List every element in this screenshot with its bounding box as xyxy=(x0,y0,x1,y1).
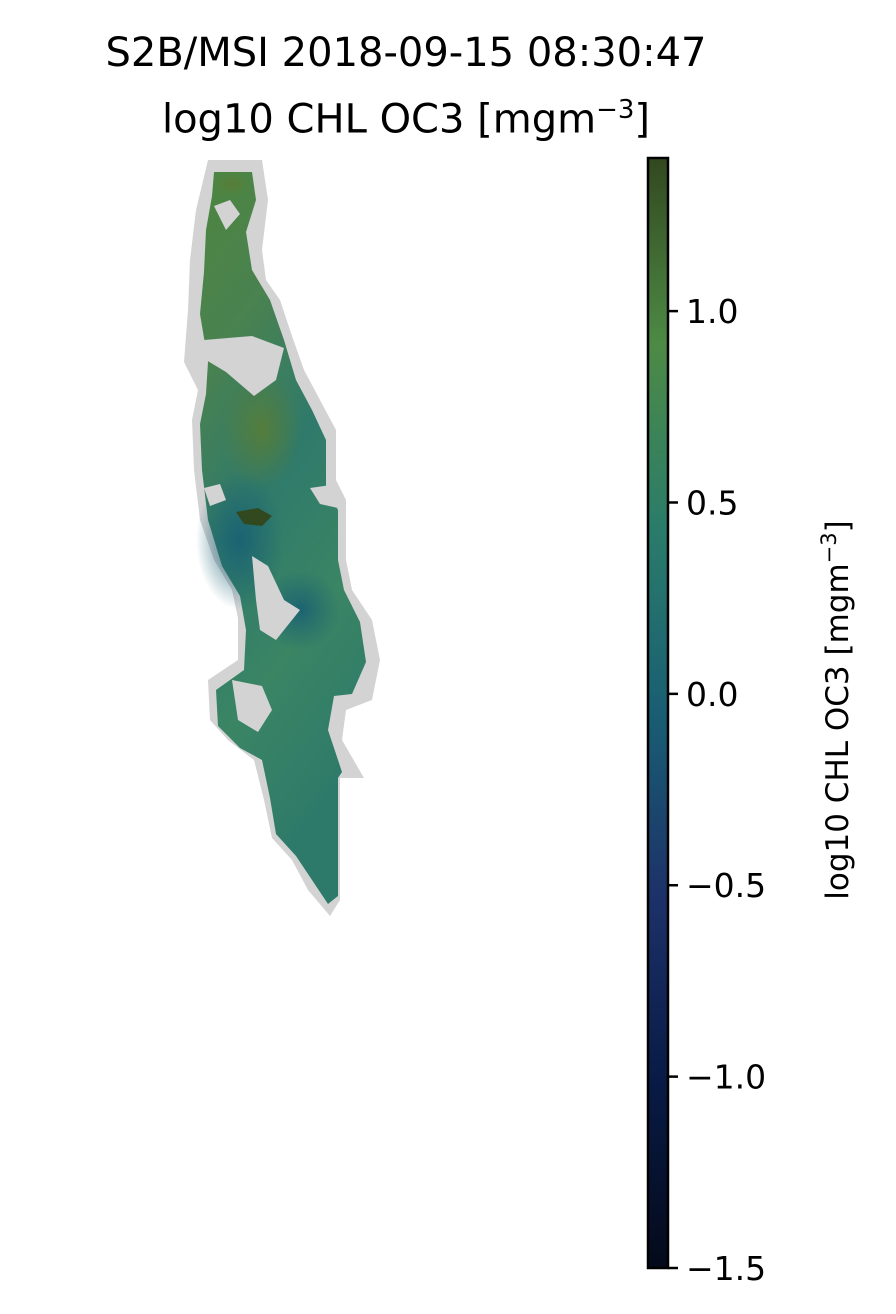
masked-area xyxy=(232,680,272,732)
chart-subtitle: log10 CHL OC3 [mgm−3] xyxy=(0,97,812,139)
colorbar-fill xyxy=(648,158,668,1268)
colorbar-tick-label: −0.5 xyxy=(686,866,766,905)
colorbar-ticks: −1.5 −1.0 −0.5 0.0 0.5 1.0 xyxy=(668,292,766,1288)
colorbar-label-suffix: ] xyxy=(820,520,856,532)
masked-area xyxy=(310,484,338,508)
colorbar-label-exponent: −3 xyxy=(817,532,841,563)
colorbar-tick-label: 1.0 xyxy=(686,292,738,331)
chart-subtitle-suffix: ] xyxy=(634,96,651,143)
colorbar-label-text: log10 CHL OC3 [mgm xyxy=(820,563,856,899)
colorbar-tick-label: 0.0 xyxy=(686,675,738,714)
chart-title: S2B/MSI 2018-09-15 08:30:47 xyxy=(105,30,707,76)
masked-area xyxy=(214,200,240,230)
chart-subtitle-text: log10 CHL OC3 [mgm xyxy=(161,96,597,143)
colorbar-tick-label: 0.5 xyxy=(686,483,738,522)
masked-area xyxy=(204,484,226,506)
water-green-patch xyxy=(214,172,250,196)
colorbar-tick-label: −1.0 xyxy=(686,1058,766,1097)
chart-subtitle-exponent: −3 xyxy=(596,95,635,125)
colorbar-frame xyxy=(646,156,670,1270)
masked-area xyxy=(204,336,284,396)
colorbar-label: log10 CHL OC3 [mgm−3] xyxy=(817,520,856,900)
colorbar-tick-label: −1.5 xyxy=(686,1249,766,1288)
water-green-patch xyxy=(222,370,302,490)
high-chl-patch xyxy=(236,508,272,526)
map-image xyxy=(184,160,380,916)
colorbar: −1.5 −1.0 −0.5 0.0 0.5 1.0 log10 CHL OC3 [mgm… xyxy=(646,156,856,1288)
masked-area xyxy=(252,556,300,640)
